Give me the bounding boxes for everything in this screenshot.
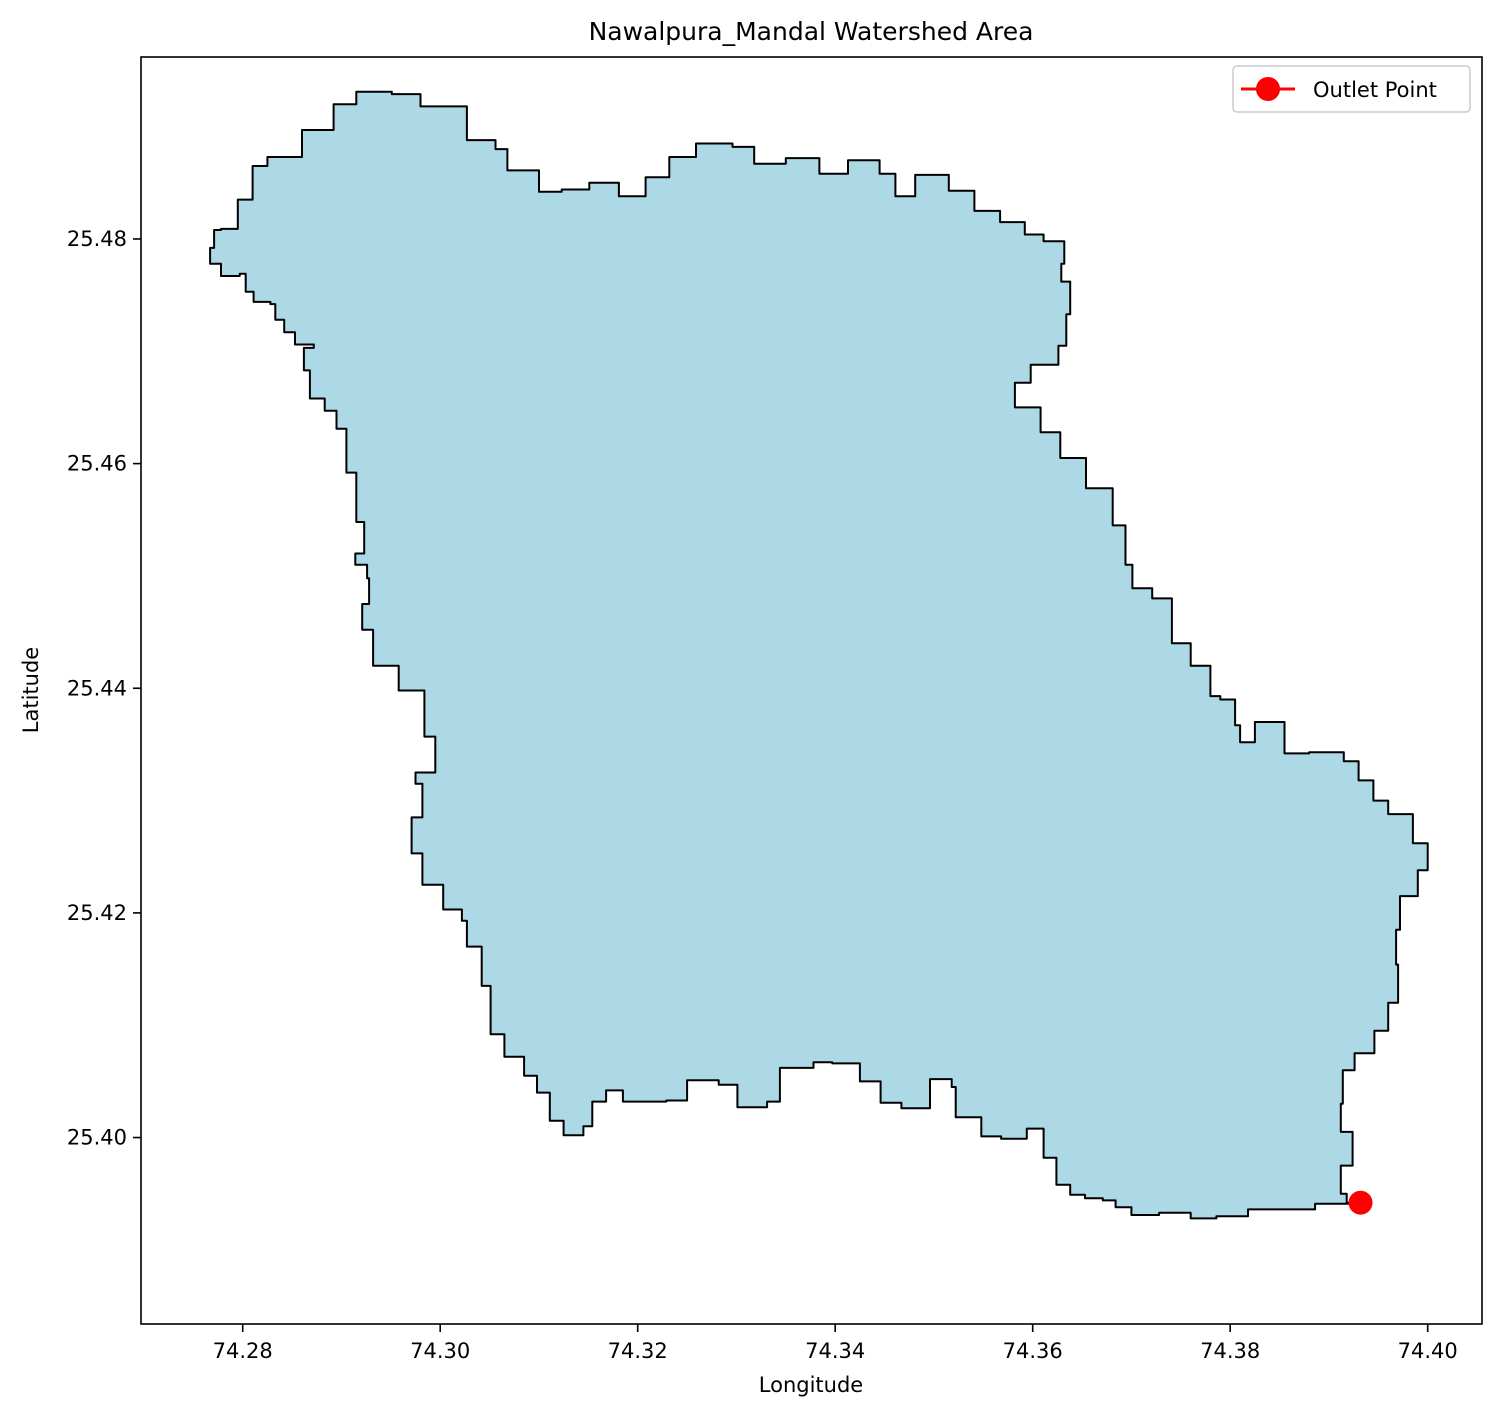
x-tick-label: 74.40	[1398, 1339, 1458, 1363]
watershed-boundary	[209, 90, 1429, 1220]
legend-label: Outlet Point	[1313, 78, 1437, 102]
x-tick-label: 74.36	[1003, 1339, 1063, 1363]
axes-frame	[140, 56, 1483, 1325]
y-tick-label: 25.40	[67, 1126, 127, 1150]
chart-title: Nawalpura_Mandal Watershed Area	[589, 17, 1034, 46]
legend-marker-swatch	[1256, 77, 1280, 101]
x-tick-label: 74.28	[213, 1339, 273, 1363]
legend-box	[1232, 65, 1471, 113]
x-axis-ticks: 74.28 74.30 74.32 74.34 74.36 74.38 74.40	[213, 1324, 1458, 1363]
outlet-point-marker	[1348, 1190, 1373, 1215]
y-axis-ticks: 25.40 25.42 25.44 25.46 25.48	[67, 227, 141, 1150]
y-tick-label: 25.46	[67, 452, 127, 476]
y-tick-label: 25.44	[67, 676, 127, 700]
y-tick-label: 25.48	[67, 227, 127, 251]
legend: Outlet Point	[1232, 65, 1471, 113]
plot-area	[209, 90, 1429, 1220]
y-axis-label: Latitude	[19, 647, 43, 733]
x-tick-label: 74.32	[608, 1339, 668, 1363]
x-axis-label: Longitude	[759, 1373, 863, 1397]
x-tick-label: 74.38	[1200, 1339, 1260, 1363]
x-tick-label: 74.30	[410, 1339, 470, 1363]
x-tick-label: 74.34	[805, 1339, 865, 1363]
y-tick-label: 25.42	[67, 901, 127, 925]
